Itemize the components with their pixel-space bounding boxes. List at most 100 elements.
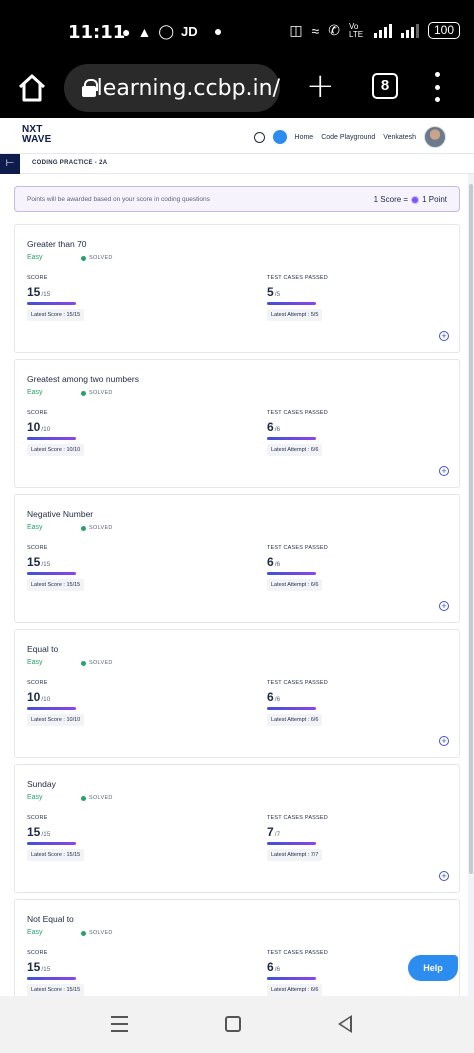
- expand-plus-icon[interactable]: +: [439, 736, 449, 746]
- home-icon[interactable]: [16, 72, 48, 104]
- recents-icon[interactable]: [111, 1016, 128, 1032]
- difficulty-label: Easy: [27, 389, 43, 396]
- test-cases-number: 7: [267, 825, 274, 839]
- system-icons: ◫ ≈ ✆ Vo LTE 100: [289, 22, 460, 39]
- chat-icon[interactable]: [272, 130, 287, 144]
- latest-score-chip: Latest Score : 10/10: [27, 444, 85, 456]
- question-title[interactable]: Greatest among two numbers: [27, 374, 139, 384]
- difficulty-label: Easy: [27, 659, 43, 666]
- avatar[interactable]: [424, 126, 446, 148]
- question-card[interactable]: Negative Number Easy SOLVED SCORE 15/15 Lates…: [14, 494, 460, 623]
- header-nav: Home Code Playground Venkatesh: [253, 126, 446, 148]
- latest-attempt-chip: Latest Attempt : 7/7: [267, 849, 323, 861]
- expand-plus-icon[interactable]: +: [439, 601, 449, 611]
- status-text: SOLVED: [89, 660, 113, 666]
- difficulty-label: Easy: [27, 254, 43, 261]
- score-progress-bar: [27, 572, 76, 575]
- test-cases-value: 6/6: [267, 555, 280, 569]
- question-card[interactable]: Equal to Easy SOLVED SCORE 10/10 Latest Score…: [14, 629, 460, 758]
- nav-home-link[interactable]: Home: [294, 133, 314, 141]
- score-label: SCORE: [27, 410, 48, 416]
- score-conversion-left: 1 Score =: [373, 195, 409, 204]
- solved-dot-icon: [81, 525, 86, 531]
- score-max: /15: [41, 291, 51, 298]
- new-tab-icon[interactable]: +: [306, 66, 335, 106]
- question-title[interactable]: Greater than 70: [27, 239, 87, 249]
- expand-plus-icon[interactable]: +: [439, 331, 449, 341]
- test-cases-label: TEST CASES PASSED: [267, 680, 328, 686]
- score-number: 15: [27, 825, 41, 839]
- carrier-label: JD: [181, 24, 198, 39]
- difficulty-label: Easy: [27, 794, 43, 801]
- latest-score-chip: Latest Score : 15/15: [27, 849, 85, 861]
- test-cases-label: TEST CASES PASSED: [267, 545, 328, 551]
- test-cases-number: 5: [267, 285, 274, 299]
- address-bar[interactable]: learning.ccbp.in/: [64, 64, 280, 112]
- vibrate-icon: ◫: [289, 22, 303, 38]
- lock-icon: [82, 79, 93, 97]
- score-label: SCORE: [27, 275, 48, 281]
- question-title[interactable]: Not Equal to: [27, 914, 74, 924]
- solved-dot-icon: [81, 930, 86, 936]
- solved-dot-icon: [81, 390, 86, 396]
- site-header: NXT WAVE Home Code Playground Venkatesh: [0, 118, 474, 154]
- solved-dot-icon: [81, 660, 86, 666]
- score-progress-bar: [27, 302, 76, 305]
- score-label: SCORE: [27, 815, 48, 821]
- score-value: 15/15: [27, 825, 50, 839]
- android-nav-bar: [0, 996, 474, 1053]
- expand-plus-icon[interactable]: +: [439, 871, 449, 881]
- score-max: /15: [41, 831, 51, 838]
- expand-plus-icon[interactable]: +: [439, 466, 449, 476]
- question-title[interactable]: Sunday: [27, 779, 56, 789]
- tab-switcher-button[interactable]: 8: [372, 73, 398, 99]
- test-cases-label: TEST CASES PASSED: [267, 275, 328, 281]
- chat-bubble-icon: ●: [122, 23, 131, 40]
- latest-score-chip: Latest Score : 15/15: [27, 579, 85, 591]
- test-cases-progress-bar: [267, 437, 316, 440]
- home-button-icon[interactable]: [225, 1016, 241, 1032]
- test-cases-progress-bar: [267, 707, 316, 710]
- test-cases-number: 6: [267, 690, 274, 704]
- browser-menu-icon[interactable]: [434, 72, 440, 102]
- score-label: SCORE: [27, 680, 48, 686]
- score-value: 15/15: [27, 960, 50, 974]
- sidebar-toggle-icon[interactable]: ⊢: [0, 154, 20, 174]
- score-number: 10: [27, 420, 41, 434]
- url-text: learning.ccbp.in/: [96, 75, 280, 101]
- status-bar: 11:11 ● ▲ ◯ JD ◫ ≈ ✆ Vo LTE 100: [0, 0, 474, 62]
- score-number: 15: [27, 960, 41, 974]
- nav-code-playground-link[interactable]: Code Playground: [321, 133, 376, 141]
- latest-attempt-chip: Latest Attempt : 6/6: [267, 984, 323, 996]
- snapchat-icon: ▲: [137, 23, 152, 40]
- test-cases-number: 6: [267, 960, 274, 974]
- question-card[interactable]: Greater than 70 Easy SOLVED SCORE 15/15 Lates…: [14, 224, 460, 353]
- question-title[interactable]: Equal to: [27, 644, 59, 654]
- stopwatch-icon[interactable]: [253, 131, 265, 143]
- test-cases-value: 5/5: [267, 285, 280, 299]
- test-cases-progress-bar: [267, 977, 316, 980]
- latest-score-chip: Latest Score : 15/15: [27, 984, 85, 996]
- more-notifications-dot: [214, 28, 221, 35]
- score-value: 10/10: [27, 420, 50, 434]
- help-button[interactable]: Help: [408, 955, 458, 981]
- latest-attempt-chip: Latest Attempt : 6/6: [267, 444, 323, 456]
- test-cases-number: 6: [267, 555, 274, 569]
- question-card[interactable]: Greatest among two numbers Easy SOLVED SCOR…: [14, 359, 460, 488]
- nav-user-name[interactable]: Venkatesh: [383, 133, 416, 141]
- scrollbar-thumb[interactable]: [469, 184, 473, 874]
- score-conversion: 1 Score = 1 Point: [374, 195, 447, 204]
- question-card[interactable]: Sunday Easy SOLVED SCORE 15/15 Latest Score :…: [14, 764, 460, 893]
- question-title[interactable]: Negative Number: [27, 509, 94, 519]
- score-value: 15/15: [27, 555, 50, 569]
- question-card[interactable]: Not Equal to Easy SOLVED SCORE 15/15 Latest S…: [14, 899, 460, 996]
- status-text: SOLVED: [89, 525, 113, 531]
- status-badge: SOLVED: [81, 390, 113, 396]
- status-text: SOLVED: [89, 795, 113, 801]
- back-icon[interactable]: [338, 1015, 352, 1033]
- question-list: Greater than 70 Easy SOLVED SCORE 15/15 Lates…: [14, 224, 460, 996]
- nxtwave-logo[interactable]: NXT WAVE: [22, 125, 52, 145]
- status-badge: SOLVED: [81, 525, 113, 531]
- score-max: /15: [41, 966, 51, 973]
- whatsapp-icon: ◯: [158, 23, 174, 39]
